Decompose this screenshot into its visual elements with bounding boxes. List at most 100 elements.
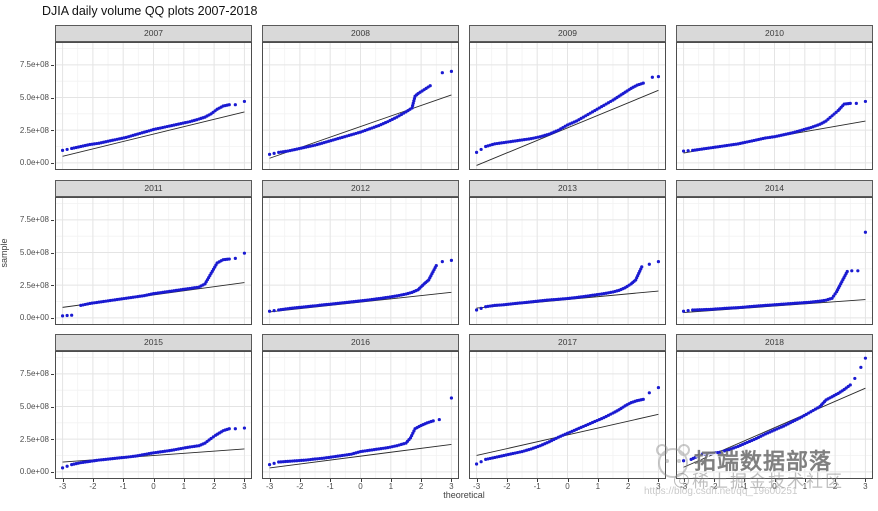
- y-tick-label: 2.5e+08: [19, 280, 49, 290]
- x-tick-mark: [804, 479, 806, 482]
- x-tick-mark: [390, 479, 392, 482]
- facet-2011: 2011: [55, 180, 252, 325]
- facet-strip-label: 2018: [676, 334, 873, 351]
- qq-points: [60, 251, 247, 318]
- qq-panel: [676, 197, 873, 325]
- qq-panel: [55, 197, 252, 325]
- qq-reference-line: [269, 443, 452, 469]
- qq-reference-line: [62, 111, 245, 157]
- panel-border: [676, 42, 873, 170]
- y-tick-label: 5.0e+08: [19, 402, 49, 411]
- qq-panel: [469, 351, 666, 479]
- qq-points: [474, 75, 661, 154]
- facet-2018: 2018: [676, 334, 873, 479]
- facet-strip-label: 2013: [469, 180, 666, 197]
- facet-2008: 2008: [262, 25, 459, 170]
- y-tick-mark: [51, 130, 54, 132]
- x-tick-label: -2: [296, 482, 304, 491]
- x-tick-label: -2: [710, 482, 718, 491]
- qq-reference-line: [476, 89, 659, 166]
- x-tick-mark: [299, 479, 301, 482]
- qq-points: [60, 426, 247, 470]
- y-tick-label: 0.0e+00: [19, 313, 49, 323]
- facet-strip-label: 2012: [262, 180, 459, 197]
- facet-2014: 2014: [676, 180, 873, 325]
- y-tick-mark: [51, 285, 54, 287]
- x-tick-label: -1: [740, 482, 748, 491]
- qq-panel: [262, 351, 459, 479]
- qq-points: [474, 385, 661, 466]
- facet-2017: 2017: [469, 334, 666, 479]
- facet-strip-label: 2010: [676, 25, 873, 42]
- panel-border: [676, 351, 873, 479]
- x-tick-label: 3: [656, 482, 661, 491]
- x-tick-label: -3: [680, 482, 688, 491]
- x-axis-title: theoretical: [443, 490, 485, 500]
- x-tick-label: 3: [863, 482, 868, 491]
- panel-border: [55, 42, 252, 170]
- x-tick-mark: [835, 479, 837, 482]
- x-tick-mark: [683, 479, 685, 482]
- x-tick-label: -1: [326, 482, 334, 491]
- y-tick-label: 7.5e+08: [19, 215, 49, 225]
- qq-panel: [262, 42, 459, 170]
- x-tick-label: 1: [388, 482, 394, 491]
- x-tick-mark: [476, 479, 478, 482]
- grid-major: [469, 197, 666, 325]
- panel-border: [469, 351, 666, 479]
- x-tick-label: 2: [625, 482, 631, 491]
- x-tick-mark: [537, 479, 539, 482]
- grid-major: [55, 351, 252, 479]
- facet-strip-label: 2016: [262, 334, 459, 351]
- x-tick-mark: [153, 479, 155, 482]
- qq-panel: [55, 42, 252, 170]
- grid-major: [676, 42, 873, 170]
- facet-2016: 2016: [262, 334, 459, 479]
- y-tick-label: 2.5e+08: [19, 125, 49, 135]
- x-tick-label: -3: [266, 482, 274, 491]
- panel-border: [262, 197, 459, 325]
- facet-2009: 2009: [469, 25, 666, 170]
- x-tick-label: -1: [533, 482, 541, 491]
- qq-panel: [469, 197, 666, 325]
- x-tick-mark: [628, 479, 630, 482]
- qq-points: [474, 260, 661, 312]
- qq-panel: [469, 42, 666, 170]
- x-tick-label: 3: [449, 482, 454, 491]
- facet-2007: 2007: [55, 25, 252, 170]
- panel-border: [55, 351, 252, 479]
- x-tick-mark: [269, 479, 271, 482]
- x-tick-label: -3: [59, 482, 67, 491]
- chart-title: DJIA daily volume QQ plots 2007-2018: [42, 4, 258, 18]
- grid-minor: [55, 197, 252, 325]
- panel-border: [469, 197, 666, 325]
- y-tick-label: 5.0e+08: [19, 93, 49, 102]
- facet-2012: 2012: [262, 180, 459, 325]
- x-tick-label: 0: [565, 482, 570, 491]
- qq-panel: [262, 197, 459, 325]
- x-tick-label: -2: [89, 482, 97, 491]
- facet-strip-label: 2011: [55, 180, 252, 197]
- x-tick-mark: [244, 479, 246, 482]
- qq-points: [60, 99, 247, 153]
- facet-strip-label: 2017: [469, 334, 666, 351]
- x-tick-label: 2: [832, 482, 838, 491]
- x-tick-mark: [744, 479, 746, 482]
- qq-points: [267, 396, 454, 467]
- y-tick-label: 7.5e+08: [19, 60, 49, 70]
- x-tick-label: -1: [119, 482, 127, 491]
- y-tick-label: 7.5e+08: [19, 369, 49, 379]
- x-tick-mark: [567, 479, 569, 482]
- x-tick-mark: [62, 479, 64, 482]
- y-tick-label: 2.5e+08: [19, 434, 49, 444]
- panel-border: [676, 197, 873, 325]
- y-tick-label: 0.0e+00: [19, 158, 49, 168]
- y-tick-label: 0.0e+00: [19, 467, 49, 477]
- qq-reference-line: [476, 413, 659, 456]
- panel-border: [262, 351, 459, 479]
- x-tick-label: 3: [242, 482, 247, 491]
- x-tick-mark: [597, 479, 599, 482]
- y-tick-mark: [51, 219, 54, 221]
- qq-points: [267, 69, 454, 156]
